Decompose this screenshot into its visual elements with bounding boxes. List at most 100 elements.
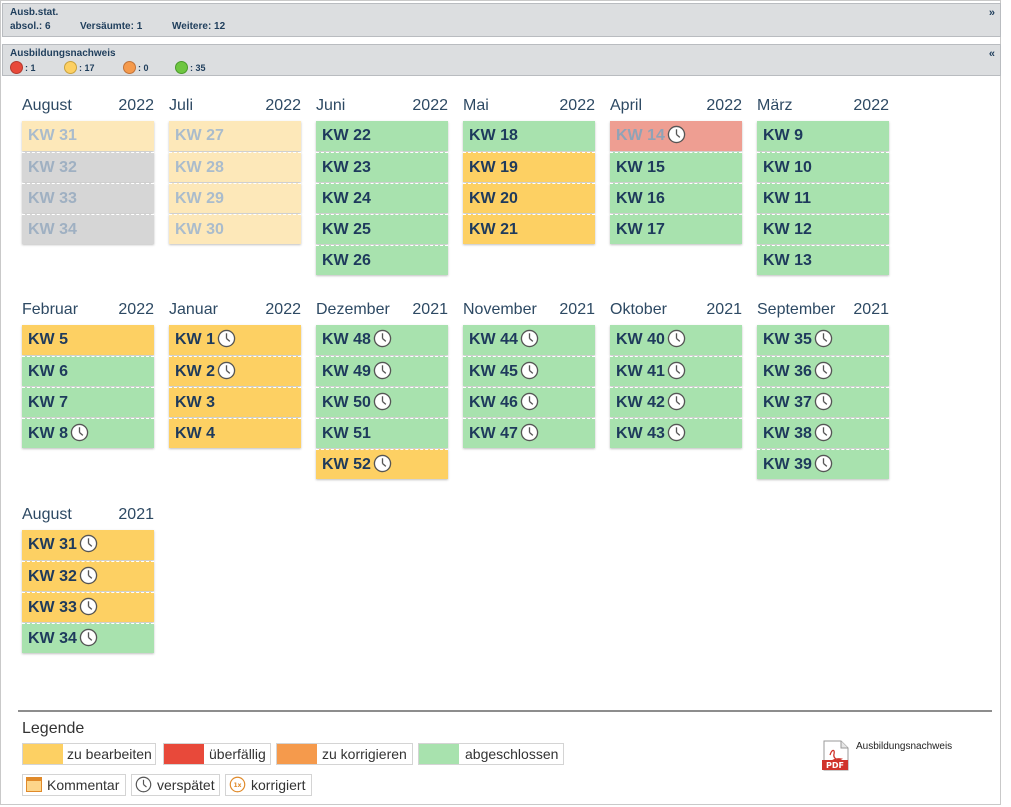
clock-icon: [520, 361, 539, 380]
week-card[interactable]: KW 43: [610, 418, 742, 448]
week-card[interactable]: KW 44: [463, 325, 595, 355]
week-card[interactable]: KW 28: [169, 152, 301, 182]
week-card[interactable]: KW 18: [463, 121, 595, 151]
week-card[interactable]: KW 16: [610, 183, 742, 213]
week-card[interactable]: KW 41: [610, 356, 742, 386]
week-card[interactable]: KW 25: [316, 214, 448, 244]
status-dot-overdue: [10, 61, 23, 74]
legend-label: verspätet: [157, 777, 215, 793]
stat-versaeumte: Versäumte: 1: [80, 21, 143, 32]
week-card[interactable]: KW 34: [22, 214, 154, 244]
month-header: August 2022: [22, 97, 154, 117]
week-label: KW 18: [469, 127, 518, 144]
week-card[interactable]: KW 15: [610, 152, 742, 182]
week-card[interactable]: KW 36: [757, 356, 889, 386]
month-block: Juni 2022 KW 22 KW 23 KW 24 KW 25 KW 26: [316, 97, 448, 276]
week-card[interactable]: KW 35: [757, 325, 889, 355]
week-card[interactable]: KW 50: [316, 387, 448, 417]
week-card[interactable]: KW 45: [463, 356, 595, 386]
week-card[interactable]: KW 32: [22, 561, 154, 591]
week-card[interactable]: KW 9: [757, 121, 889, 151]
week-card[interactable]: KW 21: [463, 214, 595, 244]
week-label: KW 34: [28, 630, 77, 647]
week-label: KW 6: [28, 363, 68, 380]
week-card[interactable]: KW 2: [169, 356, 301, 386]
week-card[interactable]: KW 52: [316, 449, 448, 479]
legend-label: korrigiert: [251, 777, 306, 793]
pdf-label[interactable]: Ausbildungsnachweis: [856, 741, 953, 752]
week-card[interactable]: KW 38: [757, 418, 889, 448]
legend-abgeschlossen: abgeschlossen: [418, 743, 564, 765]
month-block: August 2022 KW 31 KW 32 KW 33 KW 34: [22, 97, 154, 245]
month-year: 2022: [265, 301, 301, 318]
legend-kommentar: Kommentar: [22, 774, 126, 796]
week-card[interactable]: KW 51: [316, 418, 448, 448]
week-card[interactable]: KW 30: [169, 214, 301, 244]
week-card[interactable]: KW 39: [757, 449, 889, 479]
week-card[interactable]: KW 42: [610, 387, 742, 417]
month-header: Oktober 2021: [610, 301, 742, 321]
week-card[interactable]: KW 13: [757, 245, 889, 275]
week-card[interactable]: KW 27: [169, 121, 301, 151]
week-label: KW 34: [28, 221, 77, 238]
week-card[interactable]: KW 20: [463, 183, 595, 213]
week-label: KW 40: [616, 331, 665, 348]
week-card[interactable]: KW 17: [610, 214, 742, 244]
week-label: KW 37: [763, 394, 812, 411]
week-card[interactable]: KW 24: [316, 183, 448, 213]
week-card[interactable]: KW 34: [22, 623, 154, 653]
color-swatch: [164, 744, 204, 764]
color-swatch: [419, 744, 459, 764]
month-block: Juli 2022 KW 27 KW 28 KW 29 KW 30: [169, 97, 301, 245]
week-card[interactable]: KW 31: [22, 530, 154, 560]
week-label: KW 16: [616, 190, 665, 207]
week-card[interactable]: KW 46: [463, 387, 595, 417]
week-label: KW 47: [469, 425, 518, 442]
week-card[interactable]: KW 3: [169, 387, 301, 417]
week-card[interactable]: KW 5: [22, 325, 154, 355]
clock-icon: [814, 454, 833, 473]
week-label: KW 31: [28, 536, 77, 553]
week-card[interactable]: KW 1: [169, 325, 301, 355]
ausbildungsnachweis-panel: Ausbildungsnachweis « : 1 : 17 : 0 : 35: [2, 44, 1001, 76]
month-year: 2022: [706, 97, 742, 114]
week-card[interactable]: KW 12: [757, 214, 889, 244]
week-card[interactable]: KW 14: [610, 121, 742, 151]
expand-toggle[interactable]: »: [988, 7, 995, 19]
svg-text:1x: 1x: [234, 782, 242, 789]
week-card[interactable]: KW 4: [169, 418, 301, 448]
week-label: KW 49: [322, 363, 371, 380]
week-card[interactable]: KW 49: [316, 356, 448, 386]
week-card[interactable]: KW 8: [22, 418, 154, 448]
week-card[interactable]: KW 29: [169, 183, 301, 213]
week-card[interactable]: KW 33: [22, 592, 154, 622]
week-label: KW 12: [763, 221, 812, 238]
month-header: Dezember 2021: [316, 301, 448, 321]
week-card[interactable]: KW 11: [757, 183, 889, 213]
week-card[interactable]: KW 6: [22, 356, 154, 386]
week-card[interactable]: KW 47: [463, 418, 595, 448]
week-card[interactable]: KW 40: [610, 325, 742, 355]
week-card[interactable]: KW 23: [316, 152, 448, 182]
clock-icon: [70, 423, 89, 442]
month-header: August 2021: [22, 506, 154, 526]
week-card[interactable]: KW 33: [22, 183, 154, 213]
week-card[interactable]: KW 7: [22, 387, 154, 417]
week-card[interactable]: KW 19: [463, 152, 595, 182]
clock-icon: [79, 534, 98, 553]
week-card[interactable]: KW 31: [22, 121, 154, 151]
legend-verspaetet: verspätet: [131, 774, 220, 796]
pdf-download-button[interactable]: PDF: [822, 740, 850, 776]
week-card[interactable]: KW 10: [757, 152, 889, 182]
week-card[interactable]: KW 26: [316, 245, 448, 275]
week-card[interactable]: KW 22: [316, 121, 448, 151]
week-card[interactable]: KW 48: [316, 325, 448, 355]
week-card[interactable]: KW 37: [757, 387, 889, 417]
week-card[interactable]: KW 32: [22, 152, 154, 182]
week-label: KW 42: [616, 394, 665, 411]
stat-absol: absol.: 6: [10, 21, 51, 32]
collapse-toggle[interactable]: «: [988, 48, 995, 60]
week-label: KW 48: [322, 331, 371, 348]
month-year: 2021: [706, 301, 742, 318]
